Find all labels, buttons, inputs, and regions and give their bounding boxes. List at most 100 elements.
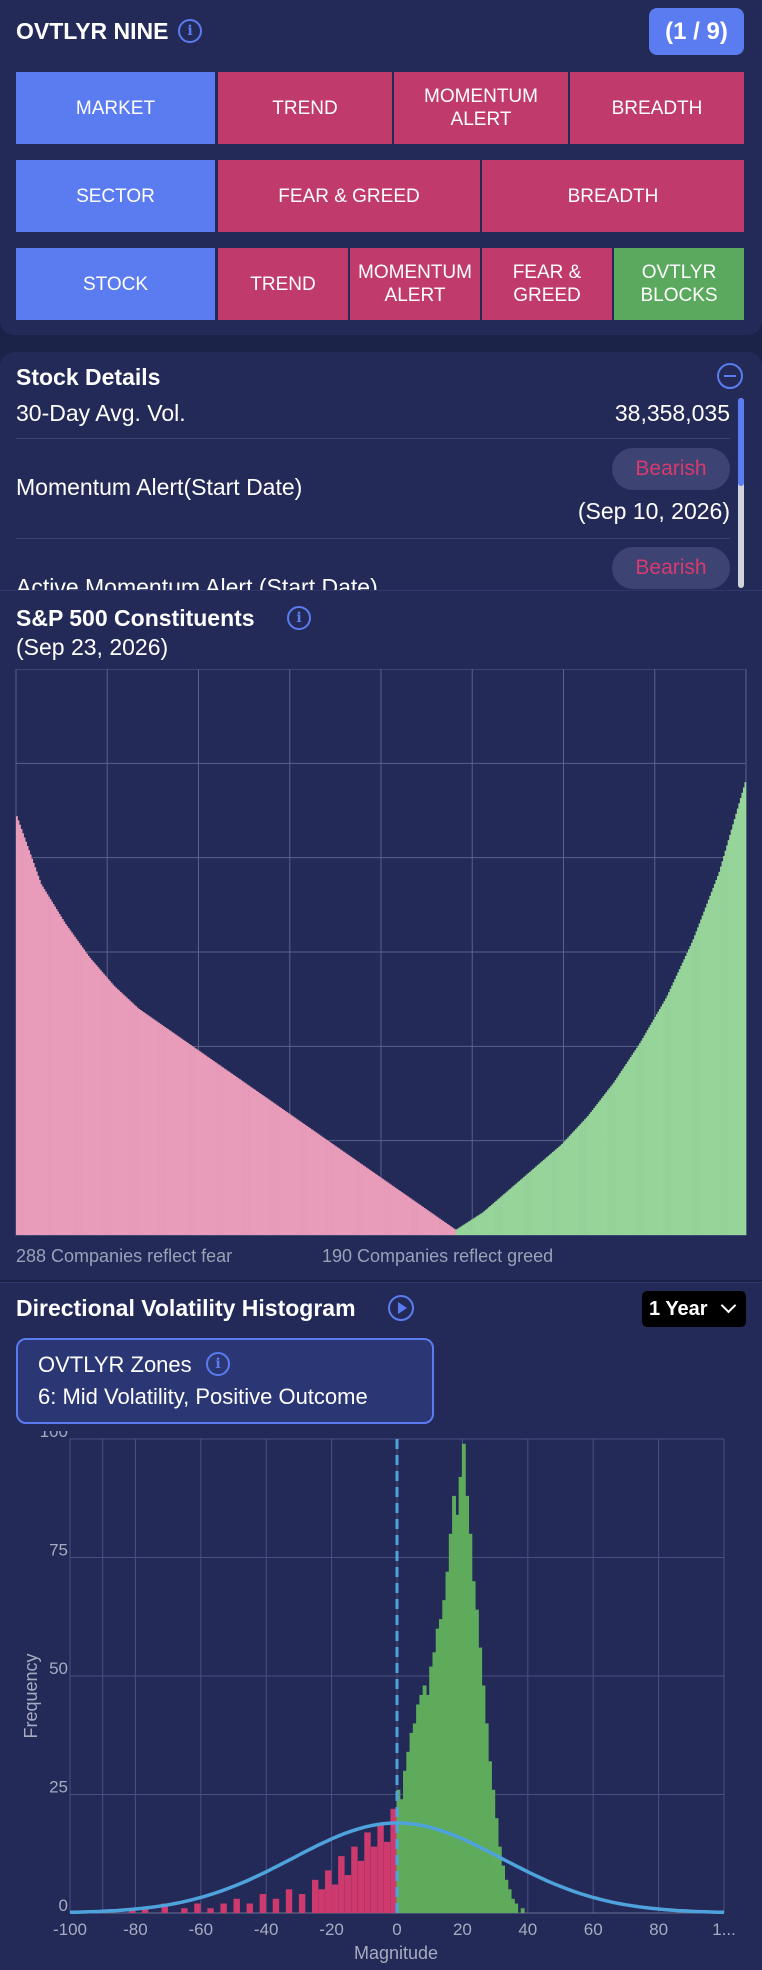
fear-bar <box>451 1227 454 1235</box>
stock-trend-button[interactable]: TREND <box>218 248 348 320</box>
info-icon[interactable]: i <box>206 1352 230 1376</box>
greed-bar <box>691 942 693 1235</box>
greed-bar <box>726 845 728 1235</box>
sp500-date: (Sep 23, 2026) <box>16 634 169 660</box>
greed-bar <box>497 1199 499 1235</box>
fear-bar <box>324 1138 327 1235</box>
greed-bar <box>703 911 706 1235</box>
greed-bar <box>512 1186 515 1235</box>
market-button[interactable]: MARKET <box>16 72 215 144</box>
fear-bar <box>452 1228 455 1235</box>
page-title: OVTLYR NINE <box>16 18 169 44</box>
stock-ovtlyr-blocks-button[interactable]: OVTLYR BLOCKS <box>614 248 744 320</box>
fear-bar <box>173 1033 176 1235</box>
market-trend-button[interactable]: TREND <box>218 72 392 144</box>
greed-bar <box>610 1086 612 1235</box>
fear-bar <box>449 1226 452 1235</box>
fear-bar <box>246 1084 249 1235</box>
positive-bar <box>488 1761 492 1913</box>
positive-bar <box>481 1685 486 1913</box>
scrollbar-thumb[interactable] <box>738 398 744 486</box>
fear-bar <box>197 1050 200 1235</box>
fear-bar <box>147 1015 150 1235</box>
fear-bar <box>161 1024 163 1235</box>
fear-bar <box>129 1000 131 1235</box>
positive-bar <box>419 1694 424 1913</box>
fear-bar <box>99 970 102 1235</box>
fear-bar <box>52 904 55 1235</box>
fear-bar <box>203 1054 206 1235</box>
fear-bar <box>364 1166 367 1235</box>
greed-bar <box>709 895 712 1235</box>
fear-bar <box>106 977 108 1235</box>
greed-bar <box>697 927 699 1235</box>
fear-bar <box>110 982 113 1235</box>
fear-bar <box>333 1145 336 1235</box>
page-indicator[interactable]: (1 / 9) <box>649 8 744 55</box>
market-breadth-button[interactable]: BREADTH <box>570 72 744 144</box>
greed-bar <box>553 1150 556 1235</box>
greed-bar <box>739 798 742 1235</box>
fear-bar <box>255 1090 258 1235</box>
greed-bar <box>614 1080 617 1235</box>
fear-bar <box>193 1047 195 1235</box>
stock-button[interactable]: STOCK <box>16 248 215 320</box>
sector-fear-greed-button[interactable]: FEAR & GREED <box>218 160 480 232</box>
greed-bar <box>494 1202 496 1235</box>
fear-bar <box>187 1042 189 1235</box>
positive-bar <box>439 1619 443 1913</box>
fear-bar <box>303 1123 305 1235</box>
positive-bar <box>507 1889 512 1913</box>
info-icon[interactable]: i <box>178 19 202 43</box>
stock-momentum-alert-button[interactable]: MOMENTUM ALERT <box>350 248 480 320</box>
fear-bar <box>17 820 20 1235</box>
greed-bar <box>526 1174 528 1235</box>
y-tick-label: 75 <box>49 1541 68 1560</box>
fear-bar <box>61 919 64 1235</box>
fear-bar <box>376 1175 379 1235</box>
fear-bar <box>235 1077 238 1235</box>
fear-bar <box>313 1131 316 1235</box>
fear-bar <box>132 1003 134 1235</box>
greed-bar <box>544 1158 547 1235</box>
greed-bar <box>680 965 683 1235</box>
greed-bar <box>617 1075 620 1235</box>
sector-breadth-button[interactable]: BREADTH <box>482 160 744 232</box>
greed-bar <box>535 1166 538 1235</box>
avg-vol-value: 38,358,035 <box>614 400 730 426</box>
greed-bar <box>457 1228 460 1235</box>
fear-bar <box>439 1218 441 1235</box>
fear-bar <box>125 997 128 1235</box>
fear-bar <box>209 1058 212 1235</box>
fear-bar <box>283 1110 286 1235</box>
fear-bar <box>316 1133 319 1235</box>
scrollbar-track[interactable] <box>738 398 744 588</box>
info-icon[interactable]: i <box>287 606 311 630</box>
market-momentum-alert-button[interactable]: MOMENTUM ALERT <box>394 72 568 144</box>
fear-bar <box>417 1203 420 1235</box>
fear-bar <box>411 1199 414 1235</box>
range-dropdown[interactable]: 1 Year <box>642 1291 746 1327</box>
greed-bar <box>571 1132 574 1235</box>
ovtlyr-nine-panel: OVTLYR NINE i (1 / 9) MARKET TREND MOMEN… <box>0 0 762 335</box>
greed-bar <box>550 1153 553 1235</box>
fear-bar <box>301 1122 304 1235</box>
stock-fear-greed-button[interactable]: FEAR & GREED <box>482 248 612 320</box>
sector-button[interactable]: SECTOR <box>16 160 215 232</box>
positive-bar <box>448 1533 453 1913</box>
fear-bar <box>113 986 116 1235</box>
negative-bar <box>181 1908 188 1913</box>
fear-bar <box>289 1114 292 1235</box>
positive-bar <box>478 1647 483 1913</box>
greed-bar <box>500 1196 502 1235</box>
greed-bar <box>732 824 735 1235</box>
fear-bar <box>446 1224 449 1235</box>
negative-bar <box>318 1889 325 1913</box>
fear-bar <box>20 828 23 1235</box>
fear-bar <box>25 841 27 1235</box>
fear-bar <box>402 1193 405 1235</box>
play-icon[interactable] <box>388 1295 414 1321</box>
collapse-icon[interactable] <box>717 363 743 389</box>
greed-bar <box>678 969 681 1235</box>
chevron-down-icon <box>720 1297 737 1314</box>
